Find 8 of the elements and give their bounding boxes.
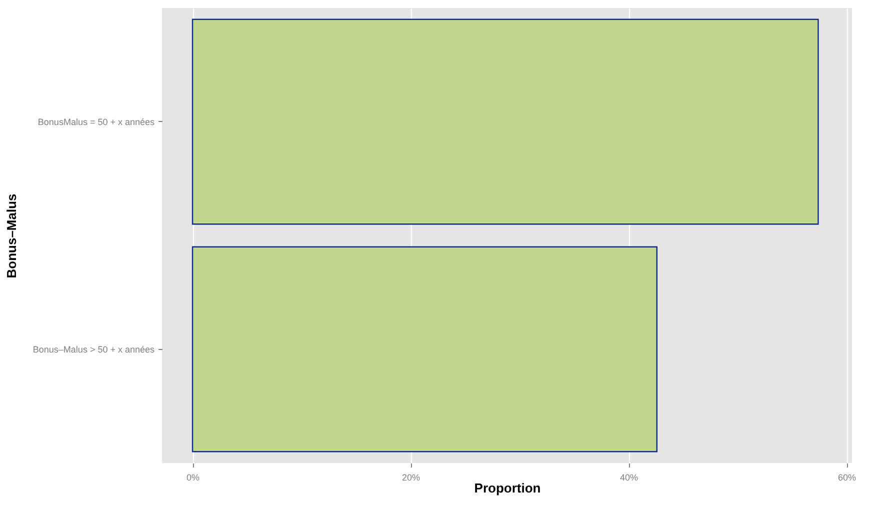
x-tick-label: 40% — [620, 472, 638, 482]
x-tick-label: 0% — [186, 472, 200, 482]
y-axis-title: Bonus–Malus — [4, 194, 19, 278]
x-axis-title: Proportion — [474, 480, 541, 496]
x-tick-label: 20% — [402, 472, 420, 482]
y-tick-label: BonusMalus = 50 + x années — [38, 116, 155, 127]
y-tick-label: Bonus–Malus > 50 + x années — [32, 344, 155, 354]
x-tick-label: 60% — [838, 472, 856, 482]
